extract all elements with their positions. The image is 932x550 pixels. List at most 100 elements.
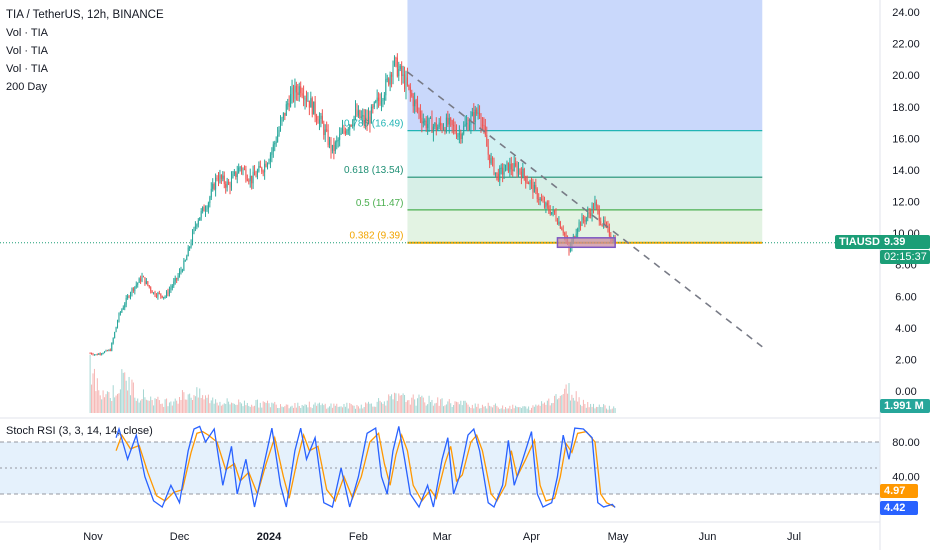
candle-body [608, 227, 610, 236]
volume-bar [275, 404, 277, 413]
legend-200-day[interactable]: 200 Day [6, 81, 47, 93]
volume-bar [324, 403, 326, 413]
candle-body [223, 175, 225, 185]
stoch-d-badge: 4.97 [880, 484, 918, 498]
countdown-badge: 02:15:37 [880, 250, 930, 264]
volume-bar [530, 407, 532, 413]
candle-body [342, 128, 344, 133]
legend-volume-1[interactable]: Vol · TIA [6, 27, 48, 39]
candle-body [536, 188, 538, 200]
volume-bar [453, 405, 455, 413]
candle-body [353, 116, 355, 125]
candle-body [479, 112, 481, 116]
volume-bar [326, 408, 328, 413]
candle-body [587, 212, 589, 218]
volume-bar [577, 401, 579, 413]
volume-bar [356, 404, 358, 413]
candle-body [406, 77, 408, 85]
candle-body [561, 228, 563, 231]
candle-body [189, 247, 191, 249]
volume-bar [373, 406, 375, 413]
candle-body [481, 124, 483, 126]
volume-bar [552, 402, 554, 413]
volume-bar [496, 405, 498, 413]
candle-body [192, 232, 194, 244]
volume-bar [590, 403, 592, 413]
volume-bar [414, 399, 416, 413]
volume-bar [564, 388, 566, 413]
candle-body [334, 142, 336, 151]
candle-body [238, 167, 240, 174]
volume-bar [138, 402, 140, 413]
candle-body [298, 86, 300, 95]
volume-bar [265, 402, 267, 413]
volume-bar [206, 397, 208, 413]
candle-body [494, 172, 496, 175]
volume-bar [437, 397, 439, 413]
time-tick-label: Dec [170, 531, 190, 543]
candle-body [290, 93, 292, 107]
price-tick-label: 22.00 [892, 39, 920, 51]
volume-bar [262, 401, 264, 413]
volume-bar [228, 401, 230, 413]
candle-body [549, 210, 551, 215]
volume-bar [346, 402, 348, 413]
stoch-rsi-tick-label: 40.00 [892, 472, 920, 484]
candle-body [150, 287, 152, 291]
volume-bar [479, 408, 481, 413]
candle-body [551, 211, 553, 215]
candle-body [352, 124, 354, 126]
volume-bar [562, 393, 564, 413]
volume-bar [421, 395, 423, 413]
volume-bar [568, 383, 570, 413]
candle-body [424, 120, 426, 122]
volume-bar [171, 405, 173, 413]
candle-body [314, 101, 316, 117]
volume-bar [603, 404, 605, 413]
volume-bar [392, 399, 394, 413]
candle-body [239, 167, 241, 169]
symbol-title[interactable]: TIA / TetherUS, 12h, BINANCE [6, 9, 164, 21]
candle-body [473, 112, 475, 123]
candle-body [415, 100, 417, 104]
candle-body [451, 120, 453, 126]
price-tick-label: 12.00 [892, 197, 920, 209]
volume-bar [513, 408, 515, 413]
price-tick-label: 6.00 [895, 291, 916, 303]
volume-bar [187, 394, 189, 413]
stoch-rsi-title[interactable]: Stoch RSI (3, 3, 14, 14, close) [6, 425, 153, 437]
candle-body [555, 213, 557, 220]
candle-body [499, 168, 501, 181]
candle-body [294, 85, 296, 99]
candle-body [518, 168, 520, 174]
candle-body [389, 74, 391, 85]
candle-body [447, 117, 449, 125]
volume-bar [285, 404, 287, 413]
volume-bar [284, 406, 286, 413]
volume-bar [365, 402, 367, 413]
volume-bar [434, 403, 436, 413]
volume-bar [259, 402, 261, 413]
volume-bar [601, 407, 603, 413]
candle-body [115, 326, 117, 333]
legend-volume-2[interactable]: Vol · TIA [6, 45, 48, 57]
volume-bar [385, 405, 387, 413]
volume-bar [264, 402, 266, 413]
volume-bar [303, 405, 305, 413]
candle-body [267, 163, 269, 167]
volume-bar [183, 392, 185, 413]
volume-bar [141, 399, 143, 413]
fib-level-label: 0.786 (16.49) [344, 119, 404, 130]
volume-bar [307, 407, 309, 413]
volume-bar [92, 373, 94, 413]
candle-body [580, 222, 582, 227]
legend-volume-3[interactable]: Vol · TIA [6, 63, 48, 75]
candle-body [141, 276, 143, 282]
candle-body [492, 158, 494, 160]
volume-bar [192, 399, 194, 413]
candle-body [450, 118, 452, 121]
volume-bar [213, 403, 215, 413]
candle-body [556, 219, 558, 225]
fib-level-label: 0.5 (11.47) [356, 198, 404, 209]
